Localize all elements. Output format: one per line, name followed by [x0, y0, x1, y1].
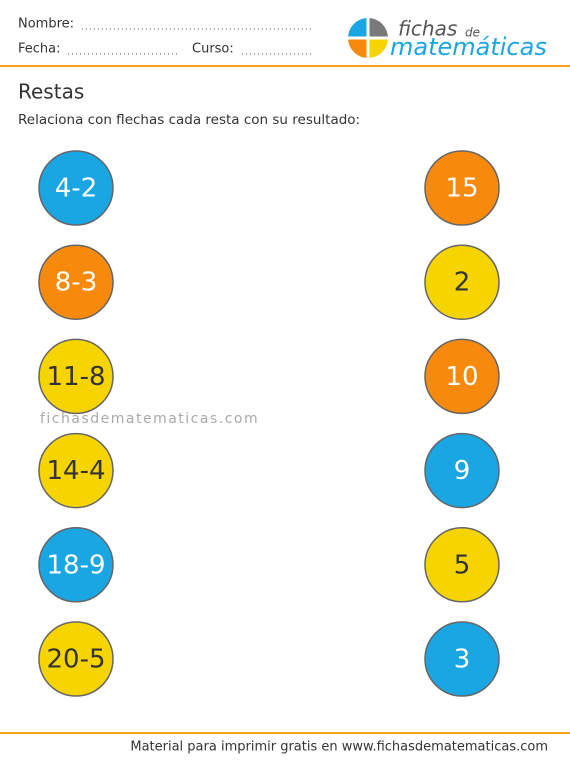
left-circle [38, 244, 114, 320]
left-circle-label: 4-2 [55, 174, 97, 204]
left-circle [38, 527, 114, 603]
right-circle [424, 338, 500, 415]
right-circle-label: 15 [445, 174, 478, 204]
right-circle-label: 10 [445, 362, 478, 392]
right-circle [424, 527, 500, 603]
watermark: fichasdematematicas.com [40, 411, 259, 427]
left-circle [38, 621, 114, 697]
logo-line3: matemáticas [390, 33, 547, 61]
left-circle-label: 20-5 [46, 645, 105, 675]
left-circle-label: 8-3 [55, 268, 97, 298]
left-circle [38, 150, 114, 226]
right-circle-label: 2 [454, 268, 471, 298]
footer: Material para imprimir gratis en www.fic… [130, 740, 548, 755]
right-circle-label: 9 [454, 456, 471, 486]
course-label: Curso: [192, 42, 234, 57]
logo-line1: fichas [398, 17, 457, 41]
right-circle [424, 432, 500, 509]
logo-icon [348, 18, 388, 58]
right-circle [424, 621, 500, 697]
right-circle-label: 5 [454, 550, 471, 580]
left-circle-label: 18-9 [46, 550, 105, 580]
left-circle [38, 432, 114, 509]
instruction: Relaciona con flechas cada resta con su … [18, 112, 360, 128]
logo-line2: de [465, 26, 480, 40]
left-circle [38, 338, 114, 415]
left-circle-label: 14-4 [46, 456, 105, 486]
name-label: Nombre: [18, 17, 74, 32]
right-circle [424, 150, 500, 226]
date-label: Fecha: [18, 42, 61, 57]
left-circle-label: 11-8 [46, 362, 105, 392]
right-circle [424, 244, 500, 320]
right-circle-label: 3 [454, 645, 471, 675]
title: Restas [18, 80, 84, 104]
